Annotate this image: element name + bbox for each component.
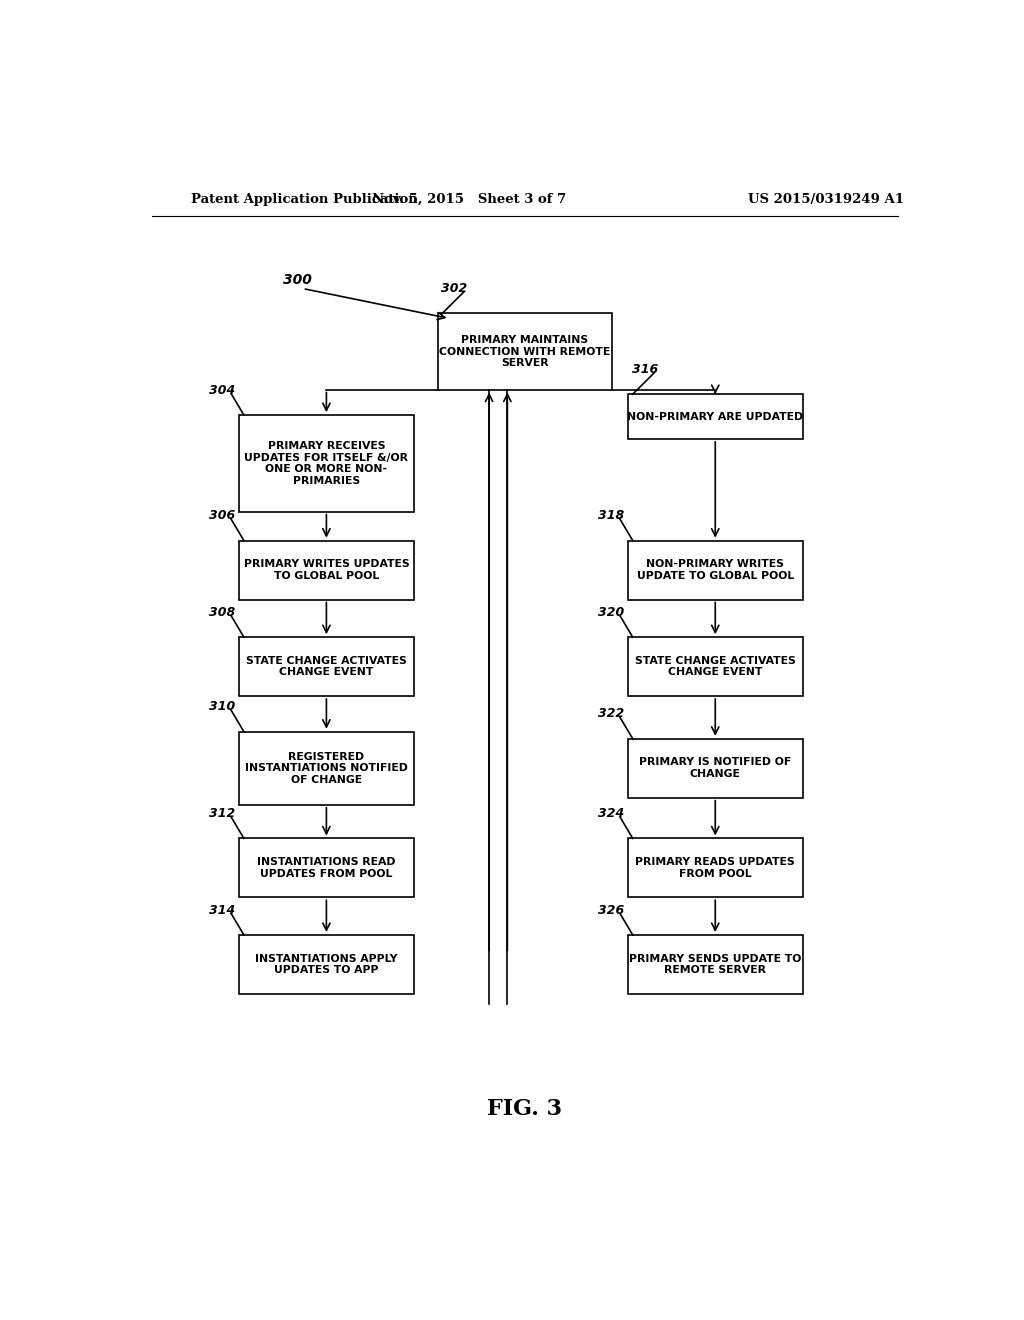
Bar — [240, 838, 414, 898]
Bar — [240, 541, 414, 599]
Bar — [628, 935, 803, 994]
Text: INSTANTIATIONS READ
UPDATES FROM POOL: INSTANTIATIONS READ UPDATES FROM POOL — [257, 857, 395, 879]
Bar — [240, 414, 414, 512]
Text: Patent Application Publication: Patent Application Publication — [191, 193, 418, 206]
Text: 304: 304 — [209, 384, 236, 397]
Text: 322: 322 — [598, 708, 624, 721]
Text: 306: 306 — [209, 510, 236, 523]
Text: 310: 310 — [209, 701, 236, 713]
Bar — [628, 395, 803, 440]
Text: NON-PRIMARY WRITES
UPDATE TO GLOBAL POOL: NON-PRIMARY WRITES UPDATE TO GLOBAL POOL — [637, 560, 794, 581]
Text: 320: 320 — [598, 606, 624, 619]
Text: STATE CHANGE ACTIVATES
CHANGE EVENT: STATE CHANGE ACTIVATES CHANGE EVENT — [246, 656, 407, 677]
Text: NON-PRIMARY ARE UPDATED: NON-PRIMARY ARE UPDATED — [628, 412, 803, 421]
Text: PRIMARY READS UPDATES
FROM POOL: PRIMARY READS UPDATES FROM POOL — [636, 857, 795, 879]
Text: Nov. 5, 2015   Sheet 3 of 7: Nov. 5, 2015 Sheet 3 of 7 — [372, 193, 566, 206]
Text: US 2015/0319249 A1: US 2015/0319249 A1 — [749, 193, 904, 206]
Text: PRIMARY SENDS UPDATE TO
REMOTE SERVER: PRIMARY SENDS UPDATE TO REMOTE SERVER — [629, 953, 802, 975]
Text: 312: 312 — [209, 807, 236, 820]
Bar — [240, 935, 414, 994]
Text: PRIMARY IS NOTIFIED OF
CHANGE: PRIMARY IS NOTIFIED OF CHANGE — [639, 758, 792, 779]
Bar — [628, 638, 803, 696]
Text: 308: 308 — [209, 606, 236, 619]
Text: 302: 302 — [441, 282, 468, 296]
Text: 326: 326 — [598, 904, 624, 916]
Bar — [628, 739, 803, 797]
Bar — [240, 638, 414, 696]
Text: INSTANTIATIONS APPLY
UPDATES TO APP: INSTANTIATIONS APPLY UPDATES TO APP — [255, 953, 397, 975]
Text: 318: 318 — [598, 510, 624, 523]
Text: PRIMARY MAINTAINS
CONNECTION WITH REMOTE
SERVER: PRIMARY MAINTAINS CONNECTION WITH REMOTE… — [439, 335, 610, 368]
Text: PRIMARY RECEIVES
UPDATES FOR ITSELF &/OR
ONE OR MORE NON-
PRIMARIES: PRIMARY RECEIVES UPDATES FOR ITSELF &/OR… — [245, 441, 409, 486]
Bar — [240, 731, 414, 805]
Text: PRIMARY WRITES UPDATES
TO GLOBAL POOL: PRIMARY WRITES UPDATES TO GLOBAL POOL — [244, 560, 410, 581]
Bar — [628, 838, 803, 898]
Bar — [628, 541, 803, 599]
Text: REGISTERED
INSTANTIATIONS NOTIFIED
OF CHANGE: REGISTERED INSTANTIATIONS NOTIFIED OF CH… — [245, 751, 408, 785]
Text: 314: 314 — [209, 904, 236, 916]
Bar — [437, 313, 612, 389]
Text: STATE CHANGE ACTIVATES
CHANGE EVENT: STATE CHANGE ACTIVATES CHANGE EVENT — [635, 656, 796, 677]
Text: 324: 324 — [598, 807, 624, 820]
Text: 300: 300 — [283, 273, 311, 288]
Text: 316: 316 — [632, 363, 658, 376]
Text: FIG. 3: FIG. 3 — [487, 1098, 562, 1119]
